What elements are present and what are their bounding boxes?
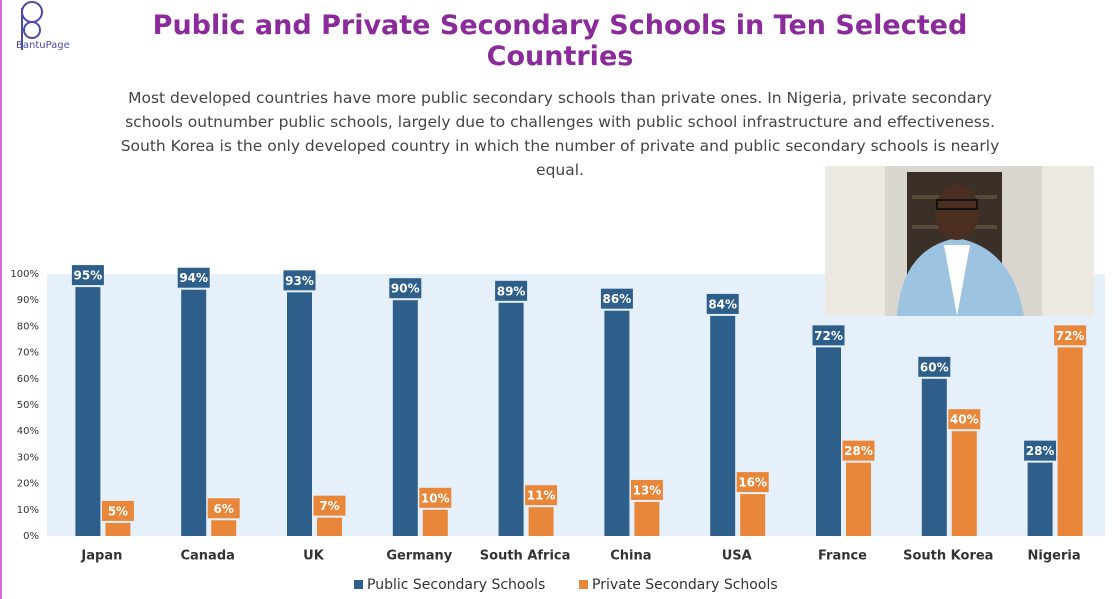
x-tick-label: China [610,549,651,564]
bar [604,310,630,536]
value-label: 84% [708,297,737,311]
value-label-background [207,498,240,519]
legend-label: Private Secondary Schools [592,577,778,593]
bar [105,522,131,536]
y-tick-label: 90% [17,295,39,306]
x-tick-label: Germany [386,549,452,564]
value-label: 40% [950,413,979,427]
value-label: 60% [920,360,949,374]
bar [951,431,977,536]
y-tick-label: 30% [17,452,39,463]
legend-swatch [579,580,588,589]
value-label-background [630,479,663,500]
x-tick-label: South Korea [903,549,993,564]
chart-subtitle: Most developed countries have more publi… [120,89,1000,179]
value-label: 89% [497,284,526,298]
bar [422,509,448,536]
bar [1027,462,1053,536]
y-tick-label: 80% [17,321,39,332]
logo-icon [21,1,43,50]
value-label-background [842,440,875,461]
value-label-background [101,500,134,521]
legend-swatch [354,580,363,589]
value-label: 93% [285,274,314,288]
x-tick-label: South Africa [480,549,571,564]
y-tick-label: 60% [17,374,39,385]
bar [1057,347,1083,536]
value-label: 90% [391,282,420,296]
value-label-background [419,487,452,508]
value-label-background [71,265,104,286]
value-label: 72% [1056,329,1085,343]
y-tick-label: 50% [17,400,39,411]
value-label-background [525,485,558,506]
value-label: 72% [814,329,843,343]
value-label-background [1054,325,1087,346]
bar [287,292,312,536]
y-tick-label: 70% [17,348,39,359]
value-label: 28% [844,444,873,458]
x-tick-label: UK [303,549,325,564]
bar [816,347,841,536]
y-tick-label: 20% [17,479,39,490]
bar [634,501,660,536]
value-label: 86% [603,292,632,306]
value-label-background [918,356,951,377]
value-label-background [283,270,316,291]
x-tick-label: Canada [180,549,234,564]
value-label-background [706,293,739,314]
x-tick-label: USA [722,549,752,564]
value-label: 28% [1026,444,1055,458]
value-label-background [812,325,845,346]
value-label: 95% [74,269,103,283]
value-label-background [177,267,210,288]
value-label: 6% [214,502,234,516]
logo-text: BantuPage [16,40,70,51]
value-label: 5% [108,504,128,518]
bar [75,287,101,536]
value-label: 11% [527,489,556,503]
value-label: 16% [738,476,767,490]
value-label-background [495,280,528,301]
bar [710,315,736,536]
x-tick-label: Japan [80,549,122,564]
value-label-background [736,472,769,493]
bar [211,520,237,536]
bar [846,462,871,536]
bar [921,378,947,536]
bar [317,517,342,536]
x-tick-label: France [818,549,867,564]
y-tick-label: 40% [17,426,39,437]
value-label-background [1024,440,1057,461]
bar [740,494,766,536]
value-label: 13% [633,483,662,497]
x-tick-label: Nigeria [1028,549,1081,564]
bar [528,507,554,536]
bar [392,300,418,536]
y-tick-label: 10% [17,505,39,516]
value-label: 10% [421,491,450,505]
y-tick-label: 0% [23,531,39,542]
value-label-background [389,278,422,299]
value-label: 94% [179,271,208,285]
value-label-background [600,288,633,309]
value-label: 7% [319,499,339,513]
presenter-video [825,166,1094,316]
legend-label: Public Secondary Schools [367,577,545,593]
value-label-background [313,495,346,516]
bar [181,289,207,536]
chart-title: Public and Private Secondary Schools in … [152,10,968,72]
value-label-background [948,409,981,430]
bar [498,302,524,536]
y-tick-label: 100% [10,269,39,280]
